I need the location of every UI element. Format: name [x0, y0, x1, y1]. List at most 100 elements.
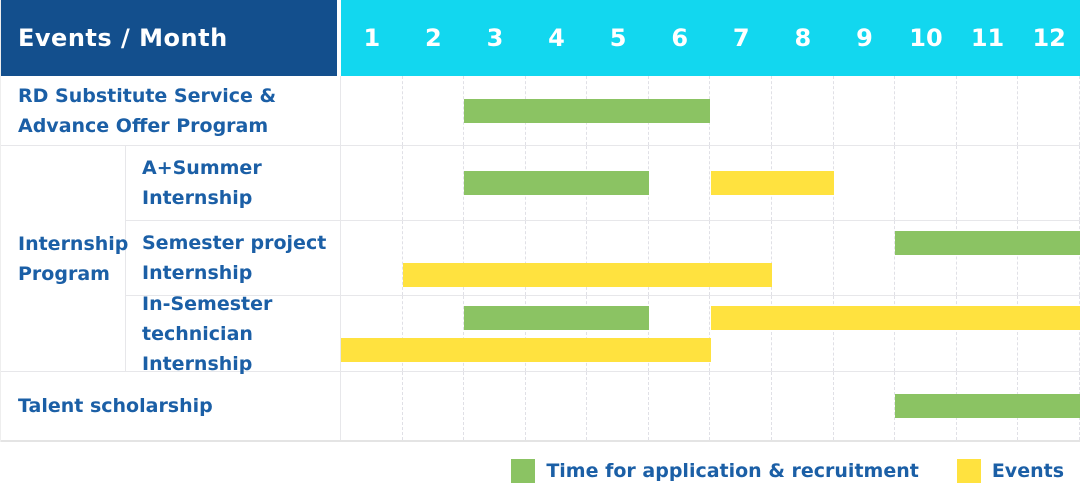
month-grid-cell — [957, 296, 1019, 371]
month-header-cell: 3 — [486, 24, 504, 52]
green-bar — [895, 394, 1080, 418]
row-label-line: A+Summer — [142, 157, 262, 179]
month-grid-cell — [341, 296, 403, 371]
green-bar — [895, 231, 1080, 255]
row-label: Talent scholarship — [1, 372, 341, 440]
month-grid-cell — [649, 372, 711, 440]
subrow-label: In-Semester technician Internship — [126, 293, 341, 375]
month-header-cell: 6 — [671, 24, 689, 52]
green-bar — [464, 98, 711, 123]
table-row: Talent scholarship — [1, 372, 1080, 442]
month-grid-cell — [587, 296, 649, 371]
timeline-row2 — [341, 372, 1080, 440]
timeline-row0 — [341, 76, 1080, 145]
month-grid-cell — [834, 296, 896, 371]
month-grid-cell — [772, 76, 834, 145]
yellow-bar — [402, 263, 773, 287]
month-grid-cell — [341, 221, 403, 295]
month-header-cell: 5 — [609, 24, 627, 52]
month-header-cell: 12 — [1032, 24, 1066, 52]
month-header-cell: 11 — [970, 24, 1005, 52]
row-label-line: Program — [18, 262, 110, 285]
legend: Time for application & recruitment Events — [0, 459, 1080, 483]
table-subrow: Semester project Internship — [126, 221, 1080, 296]
timeline-sub0 — [341, 146, 1080, 220]
month-grid-cell — [341, 372, 403, 440]
row-label-line: Semester project — [142, 232, 327, 254]
month-grid-cell — [341, 76, 403, 145]
month-grid-cell — [587, 372, 649, 440]
table-group-row: Internship Program A+Summer Internship Semes… — [1, 146, 1080, 375]
month-grid-cell — [772, 372, 834, 440]
timeline-sub1 — [341, 221, 1080, 295]
month-grid-cell — [834, 146, 896, 220]
month-header-cell: 2 — [425, 24, 442, 52]
month-grid-cell — [710, 221, 773, 295]
month-header-cell: 7 — [732, 24, 750, 52]
month-grid-cell — [957, 221, 1019, 295]
month-grid-cell — [1018, 221, 1080, 295]
legend-label: Events — [991, 460, 1064, 482]
month-grid-cell — [895, 296, 957, 371]
green-bar — [464, 306, 649, 330]
month-grid-cell — [403, 76, 465, 145]
month-grid-cell — [895, 221, 957, 295]
yellow-bar — [341, 338, 711, 362]
green-bar — [464, 171, 649, 195]
month-header-cell: 1 — [363, 24, 381, 52]
yellow-bar — [710, 306, 1080, 330]
green-legend-swatch — [511, 459, 536, 483]
month-grid-cell — [710, 76, 773, 145]
month-grid-cell — [710, 296, 773, 371]
month-grid-cell — [649, 146, 711, 220]
row-label-line: RD Substitute Service & — [18, 84, 277, 107]
month-grid-cell — [526, 221, 588, 295]
schedule-table: Events / Month 1 2 3 4 5 6 7 8 9 10 11 12 RD Substi… — [0, 0, 1080, 442]
month-grid-cell — [834, 76, 896, 145]
row-label-line: Internship — [18, 232, 129, 255]
month-header-cells: 1 2 3 4 5 6 7 8 9 10 11 12 — [341, 0, 1080, 76]
group-label: Internship Program — [1, 146, 129, 371]
row-label-line: Advance Offer Program — [18, 114, 269, 137]
month-grid-cell — [895, 76, 957, 145]
legend-item: Time for application & recruitment — [511, 459, 919, 483]
table-header-row: Events / Month 1 2 3 4 5 6 7 8 9 10 11 12 — [1, 0, 1080, 76]
legend-item: Events — [956, 459, 1064, 483]
yellow-bar — [710, 171, 834, 195]
month-grid-cell — [403, 146, 465, 220]
month-grid-cell — [526, 296, 588, 371]
group-subrows: A+Summer Internship Semester project Intern… — [126, 146, 1080, 375]
month-header-cell: 8 — [794, 24, 812, 52]
legend-label: Time for application & recruitment — [546, 460, 919, 482]
month-grid-cell — [403, 372, 465, 440]
month-grid-cell — [587, 221, 649, 295]
month-grid-cell — [403, 296, 465, 371]
row-label-line: Internship — [142, 262, 253, 284]
month-header-cell: 4 — [548, 24, 565, 52]
yellow-legend-swatch — [956, 459, 981, 483]
month-grid-cell — [834, 221, 896, 295]
month-grid-cell — [464, 221, 526, 295]
month-grid-cell — [526, 372, 588, 440]
month-grid-cell — [1018, 146, 1080, 220]
table-body: RD Substitute Service & Advance Offer Pro… — [1, 76, 1080, 442]
month-grid-cell — [957, 76, 1019, 145]
row-label: RD Substitute Service & Advance Offer Pro… — [1, 76, 341, 145]
row-label-line: technician Internship — [142, 322, 253, 375]
month-grid-cell — [341, 146, 403, 220]
month-grid-cell — [834, 372, 896, 440]
month-grid-cell — [1018, 296, 1080, 371]
month-grid-cell — [464, 296, 526, 371]
row-label-line: In-Semester — [142, 292, 273, 315]
table-subrow: In-Semester technician Internship — [126, 293, 1080, 375]
month-header-cell: 9 — [856, 24, 873, 52]
month-grid-cell — [772, 221, 834, 295]
table-subrow: A+Summer Internship — [126, 146, 1080, 221]
gantt-schedule: Events / Month 1 2 3 4 5 6 7 8 9 10 11 12 RD Substi… — [0, 0, 1080, 483]
month-grid-cell — [464, 372, 526, 440]
timeline-sub2 — [341, 296, 1080, 371]
row-label-line: Internship — [142, 187, 253, 209]
subrow-label: Semester project Internship — [126, 221, 341, 295]
month-grid-cell — [649, 221, 711, 295]
events-month-header: Events / Month — [1, 0, 341, 76]
